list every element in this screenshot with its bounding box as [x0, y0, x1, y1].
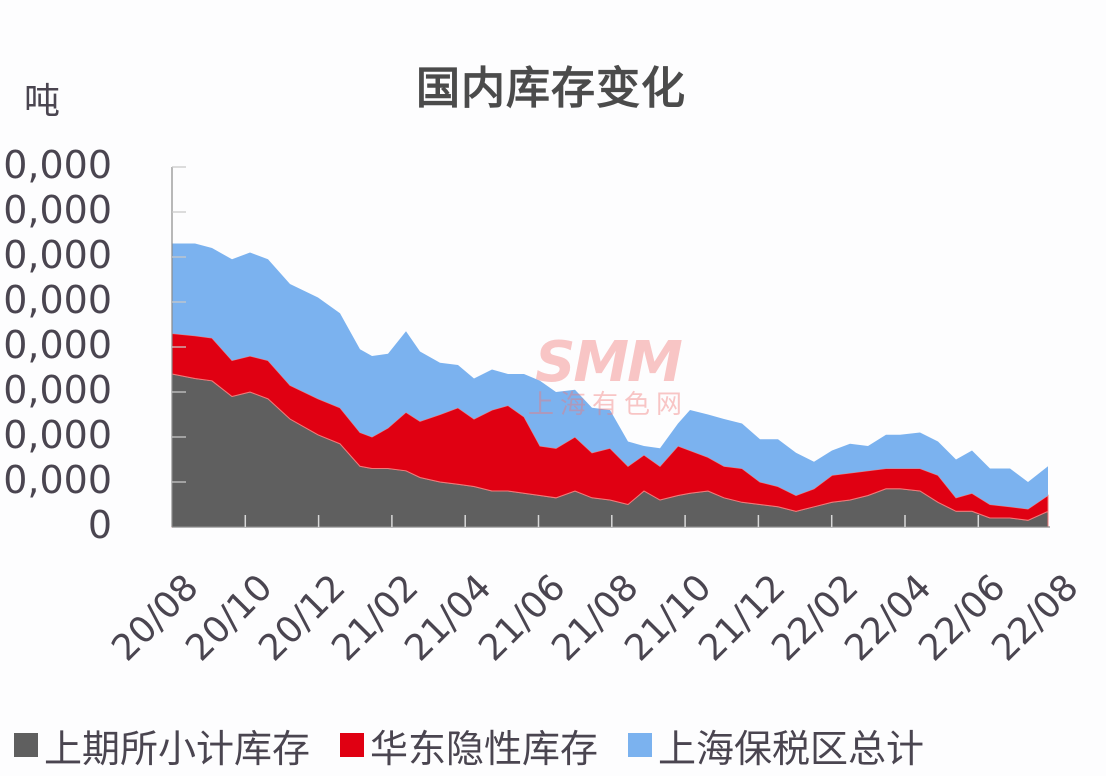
- y-tick-label: 0,000: [3, 188, 112, 232]
- y-tick-label: 0,000: [3, 413, 112, 457]
- y-axis-unit: 吨: [24, 81, 61, 122]
- legend: 上期所小计库存 华东隐性库存 上海保税区总计: [14, 718, 954, 773]
- y-tick-label: 0,000: [3, 233, 112, 277]
- legend-label: 上期所小计库存: [44, 726, 311, 771]
- chart-title-text: 国内库存变化: [416, 63, 686, 114]
- chart-title: 国内库存变化: [0, 52, 1106, 116]
- legend-item-shfe[interactable]: 上期所小计库存: [14, 718, 310, 773]
- stacked-areas: [171, 243, 1049, 528]
- legend-swatch-blue: [628, 733, 653, 757]
- legend-swatch-gray: [14, 733, 38, 757]
- y-tick-label: 0,000: [3, 458, 112, 502]
- y-tick-label: 0,000: [3, 368, 112, 412]
- legend-label: 上海保税区总计: [658, 726, 925, 771]
- legend-swatch-red: [340, 733, 365, 757]
- y-tick-label: 0,000: [3, 143, 112, 187]
- y-tick-label: 0: [87, 503, 112, 547]
- legend-label: 华东隐性库存: [370, 726, 599, 771]
- y-tick-label: 0,000: [3, 278, 112, 322]
- legend-item-bonded[interactable]: 上海保税区总计: [628, 718, 924, 773]
- legend-item-east-china[interactable]: 华东隐性库存: [340, 718, 598, 773]
- y-tick-label: 0,000: [3, 323, 112, 367]
- area-series-2: [172, 243, 1048, 509]
- axes: [171, 166, 1050, 528]
